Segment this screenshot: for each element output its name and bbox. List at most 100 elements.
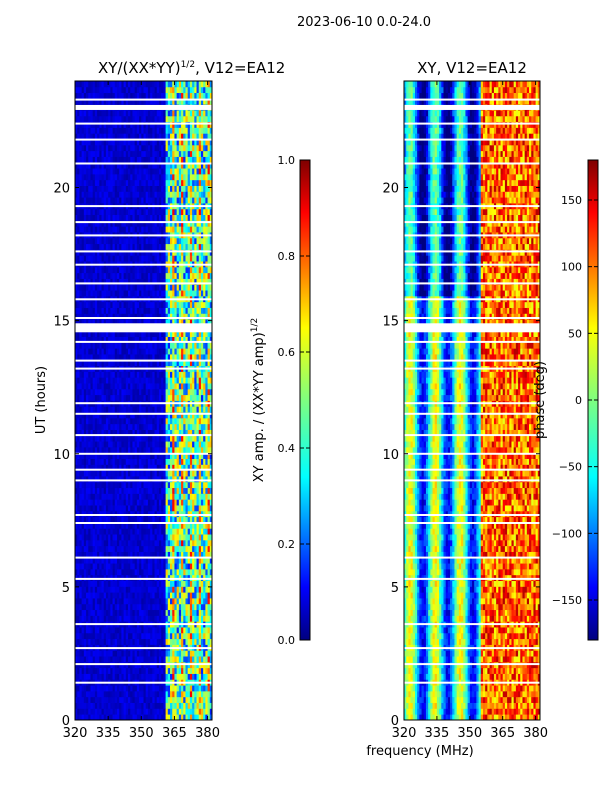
heatmap-cell [165,388,169,396]
heatmap-cell [92,510,96,518]
heatmap-cell [209,290,212,297]
heatmap-cell [143,522,147,529]
heatmap-cell [181,319,184,326]
heatmap-cell [125,388,129,396]
heatmap-cell [187,342,191,349]
heatmap-cell [141,528,144,535]
heatmap-cell [108,528,111,535]
heatmap-cell [97,487,100,494]
heatmap-cell [172,528,175,535]
heatmap-cell [185,359,189,367]
heatmap-cell [79,342,83,349]
heatmap-cell [192,476,195,483]
heatmap-cell [88,354,91,361]
heatmap-cell [187,673,191,680]
heatmap-cell [75,563,78,570]
heatmap-cell [105,487,109,494]
heatmap-cell [198,650,202,657]
heatmap-cell [123,505,127,512]
heatmap-cell [145,493,149,500]
heatmap-cell [165,417,169,425]
heatmap-cell [108,266,111,274]
heatmap-cell [152,580,155,587]
heatmap-cell [143,690,147,698]
heatmap-cell [143,464,147,471]
heatmap-cell [103,464,107,471]
heatmap-cell [125,406,129,413]
heatmap-cell [152,383,155,390]
heatmap-cell [147,423,151,430]
heatmap-cell [88,673,91,680]
heatmap-cell [83,336,87,343]
heatmap-cell [90,592,94,599]
heatmap-cell [176,394,180,401]
heatmap-cell [167,406,171,413]
heatmap-cell [163,708,166,715]
heatmap-cell [189,354,193,361]
heatmap-cell [150,592,153,599]
heatmap-cell [77,429,80,436]
heatmap-cell [187,476,191,483]
heatmap-cell [132,388,136,396]
heatmap-cell [198,301,202,308]
heatmap-cell [198,371,202,378]
heatmap-cell [156,690,160,698]
heatmap-cell [94,528,98,535]
heatmap-cell [194,586,197,593]
heatmap-cell [198,470,202,477]
heatmap-cell [90,255,94,262]
heatmap-cell [97,435,100,442]
heatmap-cell [105,412,109,419]
heatmap-cell [125,470,129,477]
heatmap-cell [170,650,173,657]
heatmap-cell [88,708,91,715]
heatmap-cell [112,487,116,494]
heatmap-cell [112,528,116,535]
heatmap-cell [97,307,100,314]
heatmap-cell [174,278,178,285]
heatmap-cell [207,603,211,611]
heatmap-cell [176,696,180,703]
heatmap-cell [77,673,80,680]
heatmap-cell [194,429,197,436]
heatmap-cell [198,493,202,500]
heatmap-cell [75,539,78,547]
heatmap-cell [209,598,212,605]
heatmap-cell [92,423,96,430]
heatmap-cell [77,539,80,547]
heatmap-cell [125,446,129,454]
heatmap-cell [176,714,180,720]
heatmap-cell [114,446,118,454]
heatmap-cell [203,377,206,384]
heatmap-cell [99,417,102,425]
heatmap-cell [121,319,125,326]
heatmap-cell [185,516,189,523]
heatmap-cell [125,551,129,558]
heatmap-cell [101,627,105,634]
heatmap-cell [198,522,202,529]
heatmap-cell [163,481,166,489]
heatmap-cell [156,377,160,384]
heatmap-cell [187,435,191,442]
heatmap-cell [116,534,120,541]
heatmap-cell [125,452,129,459]
heatmap-cell [132,481,136,489]
heatmap-cell [90,278,94,285]
heatmap-cell [132,690,136,698]
heatmap-cell [156,685,160,692]
heatmap-cell [94,330,98,337]
heatmap-cell [147,574,151,581]
heatmap-cell [156,342,160,349]
heatmap-cell [128,522,131,529]
heatmap-cell [132,307,136,314]
heatmap-cell [112,319,116,326]
heatmap-cell [77,470,80,477]
heatmap-cell [110,627,113,634]
heatmap-cell [189,534,193,541]
heatmap-cell [196,307,200,314]
heatmap-cell [86,284,89,291]
heatmap-cell [108,249,111,256]
heatmap-cell [158,656,162,663]
heatmap-cell [75,284,78,291]
heatmap-cell [156,603,160,611]
